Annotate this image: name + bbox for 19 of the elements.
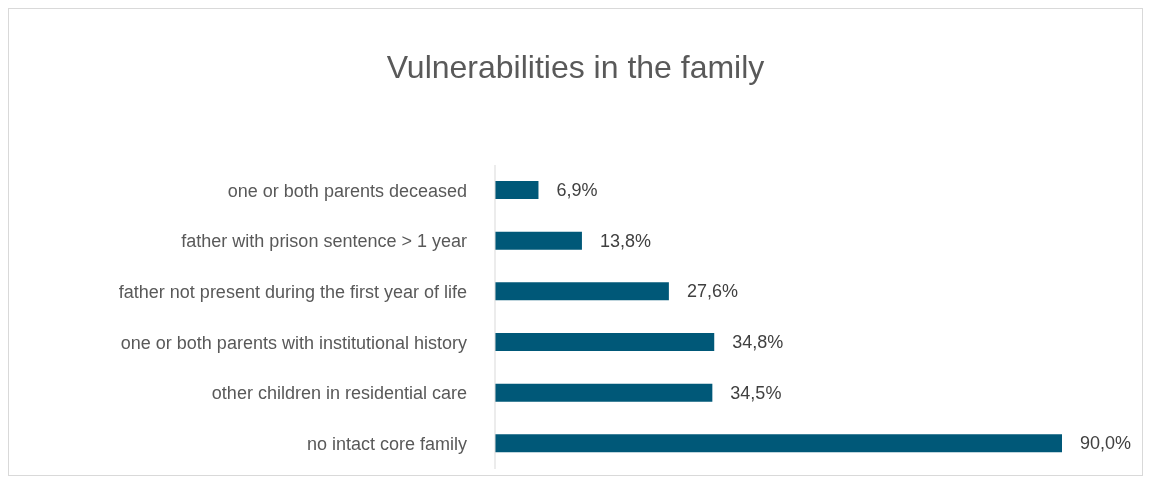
bar [495, 434, 1062, 453]
data-label: 34,8% [732, 332, 784, 352]
data-label: 90,0% [1080, 433, 1132, 454]
bar [495, 333, 715, 351]
y-tick-label: one or both parents with institutional history [120, 332, 467, 353]
y-tick-label: father with prison sentence > 1 year [181, 231, 467, 252]
data-label: 27,6% [686, 281, 738, 302]
bar [495, 383, 713, 402]
data-label: 34,5% [730, 382, 782, 403]
y-tick-label: father not present during the first year of life [118, 282, 467, 303]
y-tick-label: one or both parents deceased [227, 180, 467, 201]
y-tick-label: other children in residential care [211, 383, 467, 404]
chart-title: Vulnerabilities in the family [385, 49, 766, 86]
bar [495, 181, 539, 199]
data-label: 13,8% [599, 230, 651, 251]
data-label: 6,9% [556, 180, 598, 200]
bar [495, 282, 669, 301]
y-tick-label: no intact core family [306, 434, 467, 455]
bar [495, 231, 582, 250]
